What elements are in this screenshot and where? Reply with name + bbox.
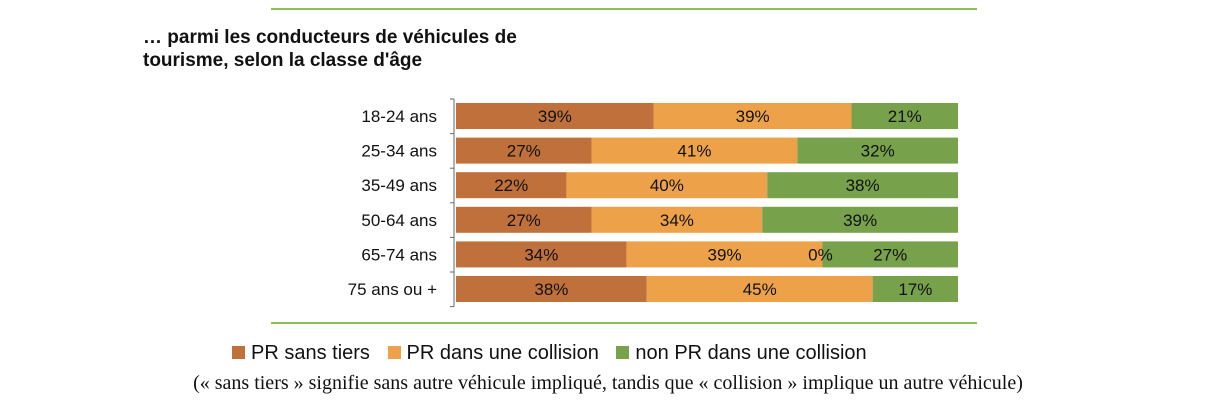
- category-tick-label: 65-74 ans: [361, 245, 437, 264]
- chart-title: … parmi les conducteurs de véhicules de …: [143, 27, 517, 71]
- category-tick-label: 25-34 ans: [361, 142, 437, 161]
- data-label: 22%: [494, 176, 528, 195]
- footnote: (« sans tiers » signifie sans autre véhi…: [193, 372, 1023, 394]
- data-label: 27%: [507, 211, 541, 230]
- data-label: 34%: [524, 245, 558, 264]
- data-label: 39%: [843, 211, 877, 230]
- data-label: 27%: [507, 142, 541, 161]
- bar-segment: [591, 137, 798, 164]
- data-label: 32%: [861, 142, 895, 161]
- legend: PR sans tiers PR dans une collision non …: [232, 342, 879, 365]
- bar-segment: [767, 172, 958, 199]
- bar-segment: [456, 241, 627, 268]
- bar-segment: [822, 241, 958, 268]
- data-label: 38%: [846, 176, 880, 195]
- stacked-bar-chart: 18-24 ans 39% 39% 21% 25-34 ans 27% 41% 32% 35-4…: [348, 98, 958, 308]
- bar-segment: [872, 276, 958, 302]
- data-label: 39%: [708, 245, 742, 264]
- bar-segment: [646, 276, 873, 302]
- bar-segment: [653, 103, 852, 129]
- data-label: 40%: [650, 176, 684, 195]
- bar-segment: [762, 206, 958, 233]
- data-label: 21%: [888, 107, 922, 126]
- bar-segment: [626, 241, 823, 268]
- bar-segment: [591, 206, 763, 233]
- category-tick-label: 75 ans ou +: [348, 280, 437, 299]
- data-label: 0%: [808, 245, 833, 264]
- legend-label-non-pr-collision: non PR dans une collision: [635, 342, 867, 364]
- bar-segment: [456, 172, 567, 199]
- bar-segment: [797, 137, 958, 164]
- bar-segment: [851, 103, 958, 129]
- category-tick-label: 50-64 ans: [361, 211, 437, 230]
- data-label: 34%: [660, 211, 694, 230]
- data-label: 17%: [898, 280, 932, 299]
- legend-item-pr-collision: PR dans une collision: [387, 342, 599, 365]
- legend-swatch-pr-sans-tiers: [232, 346, 245, 359]
- legend-swatch-pr-collision: [387, 346, 401, 359]
- bar-segment: [456, 103, 654, 129]
- chart-frame: [271, 8, 977, 324]
- legend-item-pr-sans-tiers: PR sans tiers: [232, 342, 370, 365]
- bar-segment: [456, 276, 647, 302]
- legend-swatch-non-pr-collision: [616, 346, 630, 359]
- bar-segment: [456, 137, 592, 164]
- legend-label-pr-sans-tiers: PR sans tiers: [251, 342, 370, 364]
- data-label: 45%: [743, 280, 777, 299]
- data-label: 39%: [736, 107, 770, 126]
- data-label: 38%: [534, 280, 568, 299]
- legend-item-non-pr-collision: non PR dans une collision: [616, 342, 867, 365]
- category-tick-label: 35-49 ans: [361, 176, 437, 195]
- data-label: 39%: [538, 107, 572, 126]
- legend-label-pr-collision: PR dans une collision: [406, 342, 599, 364]
- bar-segment: [566, 172, 768, 199]
- data-label: 41%: [677, 142, 711, 161]
- bar-segment: [456, 206, 592, 233]
- category-tick-label: 18-24 ans: [361, 107, 437, 126]
- data-label: 27%: [873, 245, 907, 264]
